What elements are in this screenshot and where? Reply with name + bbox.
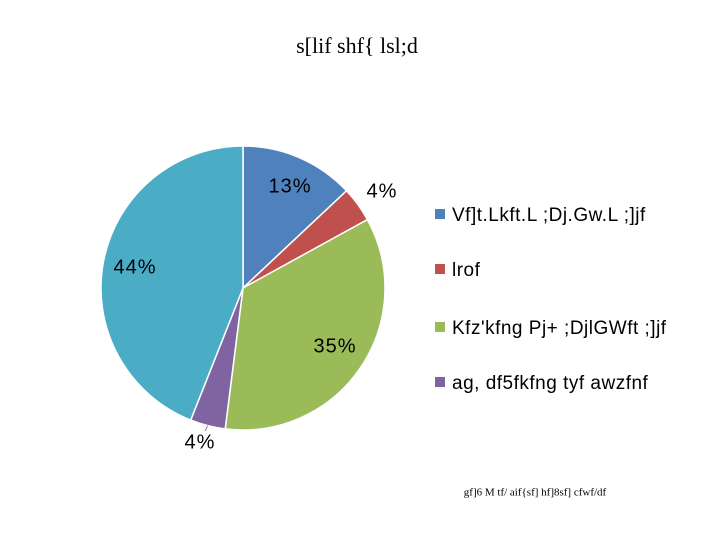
data-label: 13%: [268, 175, 311, 197]
pie-slice: [224, 218, 386, 431]
data-label: 4%: [185, 431, 216, 453]
legend-label: ag, df5fkfng tyf awzfnf: [452, 373, 649, 394]
legend-marker: [435, 322, 445, 332]
legend-marker: [435, 264, 445, 274]
legend-marker: [435, 209, 445, 219]
data-label: 4%: [367, 180, 398, 202]
legend-label: Kfz'kfng Pj+ ;DjlGWft ;]jf: [452, 318, 667, 339]
legend-marker: [435, 377, 445, 387]
data-label: 35%: [313, 335, 356, 357]
leader-line: [204, 425, 209, 432]
legend-label: Vf]t.Lkft.L ;Dj.Gw.L ;]jf: [452, 205, 646, 226]
legend-label: lrof: [452, 260, 481, 281]
pie-slice: [100, 145, 244, 422]
chart-title: s[lif shf{ lsl;d: [296, 33, 418, 58]
pie-slice: [242, 145, 348, 290]
footnote: gf]6 M tf/ aif{sf] hf]8sf] cfwf/df: [464, 487, 607, 499]
data-label: 44%: [113, 256, 156, 278]
